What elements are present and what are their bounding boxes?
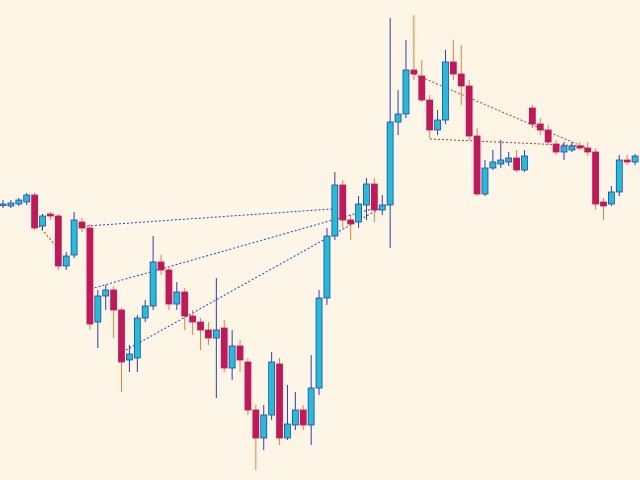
candle-body (39, 215, 46, 227)
candle-body (133, 317, 141, 359)
candle-body (307, 387, 315, 426)
candle-body (197, 321, 204, 331)
candle-body (426, 99, 434, 131)
candle-body (331, 184, 339, 237)
candle-body (15, 199, 23, 205)
candle-body (568, 145, 576, 151)
candle-body (276, 363, 283, 439)
candle-body (173, 291, 181, 305)
candle-body (607, 191, 615, 205)
candle-body (457, 73, 465, 87)
candle-body (94, 295, 102, 323)
candle-body (315, 297, 323, 389)
candle-body (363, 183, 370, 206)
candle-body (165, 269, 173, 305)
candle-body (631, 155, 639, 163)
candle-body (252, 409, 260, 439)
candle-body (181, 291, 189, 317)
candle-body (86, 227, 94, 325)
candle-body (623, 159, 631, 163)
candle-body (418, 75, 426, 101)
candle-body (31, 194, 39, 229)
candle-body (149, 261, 157, 307)
candle-body (323, 235, 331, 299)
candle-body (23, 194, 31, 203)
candle-body (78, 221, 86, 229)
trendline (86, 208, 333, 227)
candle-body (521, 155, 528, 171)
candle-body (141, 305, 149, 319)
candle-body (402, 69, 410, 115)
trendline (86, 205, 383, 291)
candle-body (268, 361, 276, 416)
candle-body (473, 135, 481, 195)
candle-body (157, 261, 165, 271)
candle-body (212, 329, 220, 339)
candle-body (47, 213, 54, 217)
candle-body (70, 219, 78, 256)
candle-body (189, 315, 197, 323)
candle-body (434, 119, 441, 131)
candle-body (513, 157, 520, 171)
candle-body (489, 161, 497, 169)
candle-body (449, 61, 457, 75)
candle-body (560, 145, 568, 153)
candle-body (410, 69, 418, 75)
candle-body (552, 143, 560, 153)
candle-body (118, 309, 125, 363)
candle-body (600, 201, 607, 207)
candle-body (505, 157, 513, 163)
candle-body (442, 61, 449, 121)
candle-body (536, 123, 544, 131)
candle-body (284, 423, 291, 439)
candle-body (0, 203, 7, 206)
candle-body (126, 353, 133, 361)
candle-body (544, 129, 552, 143)
trendline (38, 225, 56, 246)
candle-body (528, 107, 536, 125)
candle-body (497, 159, 505, 165)
candle-body (339, 184, 347, 221)
candle-body (236, 345, 244, 361)
candle-body (355, 203, 362, 223)
candle-body (220, 327, 228, 369)
candle-body (244, 361, 252, 411)
candle-body (347, 219, 355, 225)
candle-body (465, 85, 473, 137)
trendline (413, 73, 587, 149)
candle-body (592, 151, 599, 205)
candle-body (7, 202, 15, 207)
candle-body (394, 113, 402, 123)
candle-body (378, 204, 386, 211)
candle-body (299, 409, 307, 426)
candle-body (481, 167, 489, 195)
candle-body (228, 345, 236, 369)
candle-body (205, 329, 212, 339)
trendlines (38, 73, 587, 355)
candle-body (110, 289, 118, 311)
candle-body (584, 147, 592, 153)
candle-body (291, 409, 299, 426)
candle-body (102, 289, 110, 297)
candle-body (370, 183, 378, 211)
candle-body (62, 255, 70, 267)
candle-body (386, 121, 394, 206)
candle-body (260, 414, 268, 439)
candle-body (615, 159, 623, 193)
trendline (118, 203, 389, 355)
candle-body (576, 145, 584, 149)
candle-body (54, 215, 62, 267)
